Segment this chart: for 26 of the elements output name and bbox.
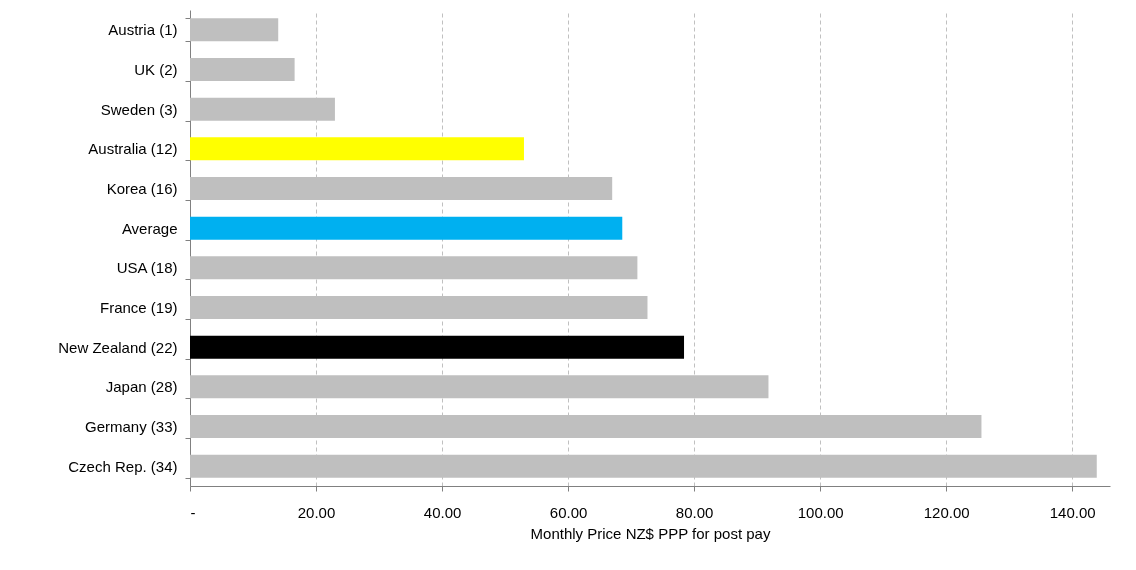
y-tick-label: USA (18)	[116, 259, 178, 277]
x-tick-label: 100.00	[797, 503, 844, 521]
bar	[190, 335, 685, 359]
y-tick-label: Sweden (3)	[100, 100, 178, 118]
y-tick-label: Czech Rep. (34)	[68, 457, 178, 475]
x-tick-label: 140.00	[1049, 503, 1096, 521]
y-tick-label: Australia (12)	[88, 140, 178, 158]
x-tick-label: 120.00	[923, 503, 970, 521]
x-tick-label: 40.00	[423, 503, 462, 521]
x-tick-label: 80.00	[675, 503, 714, 521]
x-tick-label: 60.00	[549, 503, 588, 521]
bar	[190, 58, 295, 81]
x-tick-label: 20.00	[297, 503, 336, 521]
y-tick-label: Germany (33)	[84, 418, 178, 435]
x-axis-title: Monthly Price NZ$ PPP for post pay	[530, 524, 771, 542]
y-tick-label: New Zealand (22)	[58, 338, 178, 356]
y-tick-label: Average	[121, 219, 178, 237]
y-tick-label: Korea (16)	[106, 180, 178, 197]
bar	[190, 216, 623, 240]
y-tick-label: France (19)	[99, 299, 178, 316]
y-tick-label: Japan (28)	[105, 378, 178, 396]
y-tick-label: UK (2)	[134, 61, 178, 78]
bar	[190, 18, 279, 42]
x-tick-label: -	[190, 503, 196, 521]
y-tick-label: Austria (1)	[108, 21, 178, 39]
bar	[190, 137, 524, 161]
